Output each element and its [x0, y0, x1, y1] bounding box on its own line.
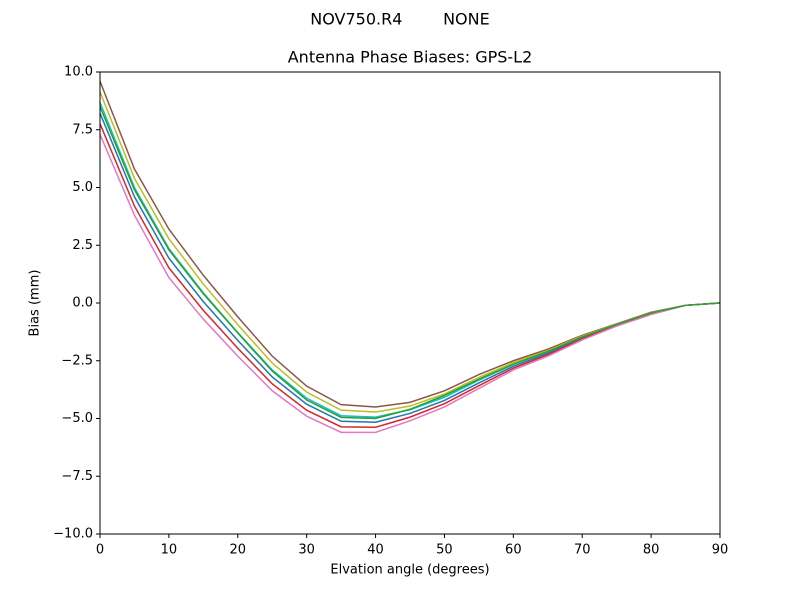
- y-tick-label: −7.5: [61, 469, 93, 484]
- x-tick-label: 50: [436, 543, 453, 558]
- x-tick-label: 40: [367, 543, 384, 558]
- x-axis-label: Elvation angle (degrees): [330, 563, 489, 578]
- y-tick-label: −2.5: [61, 353, 93, 368]
- series-line: [99, 134, 721, 434]
- x-tick-label: 70: [574, 543, 591, 558]
- x-tick-label: 80: [643, 543, 660, 558]
- series-line: [99, 106, 721, 420]
- y-tick-label: 7.5: [72, 122, 93, 137]
- y-tick-label: 0.0: [72, 296, 93, 311]
- chart-title: Antenna Phase Biases: GPS-L2: [288, 48, 533, 67]
- y-tick-label: 10.0: [64, 65, 93, 80]
- x-tick-label: 60: [505, 543, 522, 558]
- y-axis-label: Bias (mm): [28, 270, 43, 337]
- y-tick-label: 2.5: [72, 238, 93, 253]
- suptitle: NOV750.R4 NONE: [310, 10, 489, 29]
- y-tick-label: −5.0: [61, 411, 93, 426]
- x-tick-label: 30: [298, 543, 315, 558]
- y-tick-label: −10.0: [53, 527, 93, 542]
- x-tick-label: 10: [161, 543, 178, 558]
- y-tick-label: 5.0: [72, 180, 93, 195]
- x-tick-label: 0: [96, 543, 104, 558]
- plot-area: [99, 80, 721, 434]
- x-tick-label: 90: [712, 543, 729, 558]
- x-tick-label: 20: [230, 543, 247, 558]
